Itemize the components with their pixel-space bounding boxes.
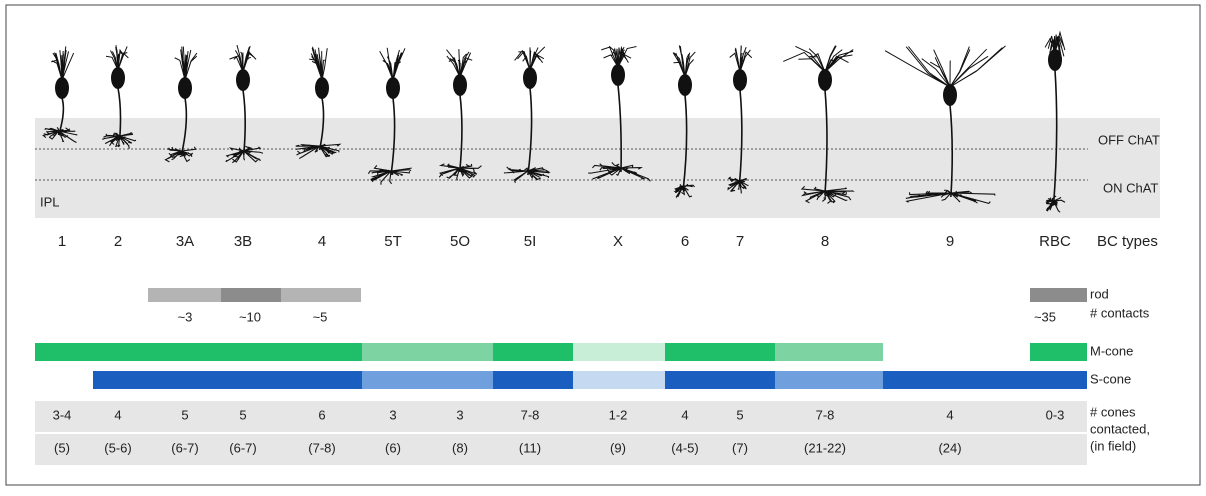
types-title: BC types	[1097, 233, 1158, 250]
soma	[236, 69, 250, 91]
cone-in-field: (24)	[938, 440, 961, 455]
cone-in-field: (7-8)	[308, 440, 335, 455]
cone-in-field: (11)	[519, 440, 541, 455]
cone-in-field: (6-7)	[229, 440, 256, 455]
type-label: X	[613, 233, 623, 250]
cone-in-field: (9)	[610, 440, 626, 455]
type-label: 7	[736, 233, 744, 250]
type-label: 5O	[450, 233, 470, 250]
cone-in-field: (8)	[452, 440, 468, 455]
cone-in-field: (6)	[385, 440, 401, 455]
off-chat-label: OFF ChAT	[1098, 132, 1160, 147]
cone-count: 5	[239, 407, 246, 422]
s-cone-label: S-cone	[1090, 371, 1131, 386]
soma	[678, 74, 692, 96]
soma	[315, 77, 329, 99]
cone-count: 3	[456, 407, 463, 422]
rod-bar	[148, 288, 221, 302]
cone-count: 5	[181, 407, 188, 422]
cones-label: # cones	[1090, 404, 1136, 419]
figure: IPL OFF ChAT ON ChAT BC types ~3 ~10 ~5 …	[0, 0, 1206, 491]
cone-in-field: (21-22)	[804, 440, 846, 455]
cone-count: 5	[736, 407, 743, 422]
s-cone-bar	[93, 371, 1087, 389]
soma	[611, 64, 625, 86]
rod-contacts: ~10	[239, 309, 261, 324]
cone-count: 6	[318, 407, 325, 422]
type-label: 5I	[524, 233, 537, 250]
soma	[55, 77, 69, 99]
cone-count: 3-4	[53, 407, 72, 422]
rod-contacts: ~3	[178, 309, 193, 324]
cone-count: 1-2	[609, 407, 628, 422]
cone-count: 0-3	[1046, 407, 1065, 422]
soma	[523, 67, 537, 89]
rod-bar	[1030, 288, 1087, 302]
on-chat-label: ON ChAT	[1103, 180, 1158, 195]
cone-count: 4	[681, 407, 688, 422]
type-label: 9	[946, 233, 954, 250]
type-label: 8	[821, 233, 829, 250]
cone-count: 4	[114, 407, 121, 422]
type-label: 3A	[176, 233, 194, 250]
type-label: 2	[114, 233, 122, 250]
type-label: 1	[58, 233, 66, 250]
soma	[943, 84, 957, 106]
rod-label: rod	[1090, 286, 1109, 301]
soma	[453, 74, 467, 96]
cone-in-field: (5-6)	[104, 440, 131, 455]
cone-in-field: (4-5)	[671, 440, 698, 455]
soma	[386, 77, 400, 99]
type-label: 3B	[234, 233, 252, 250]
soma	[178, 77, 192, 99]
type-label: 5T	[384, 233, 402, 250]
cone-count: 7-8	[521, 407, 540, 422]
soma	[111, 67, 125, 89]
soma	[733, 69, 747, 91]
cone-count: 3	[389, 407, 396, 422]
ipl-label: IPL	[40, 194, 60, 209]
soma	[818, 69, 832, 91]
rod-contacts: ~35	[1034, 309, 1056, 324]
cones-label: (in field)	[1090, 438, 1136, 453]
type-label: RBC	[1039, 233, 1071, 250]
m-cone-label: M-cone	[1090, 343, 1133, 358]
cone-in-field: (6-7)	[171, 440, 198, 455]
cone-count: 7-8	[816, 407, 835, 422]
cone-in-field: (7)	[732, 440, 748, 455]
ipl-band	[35, 118, 1160, 218]
rod-bar	[281, 288, 361, 302]
cone-in-field: (5)	[54, 440, 70, 455]
rod-contacts: ~5	[313, 309, 328, 324]
type-label: 4	[318, 233, 326, 250]
type-label: 6	[681, 233, 689, 250]
count-row	[35, 401, 1087, 432]
contacts-label: # contacts	[1090, 305, 1150, 320]
cone-count: 4	[946, 407, 953, 422]
rod-bar	[221, 288, 281, 302]
soma	[1048, 49, 1062, 71]
cones-label: contacted,	[1090, 421, 1150, 436]
